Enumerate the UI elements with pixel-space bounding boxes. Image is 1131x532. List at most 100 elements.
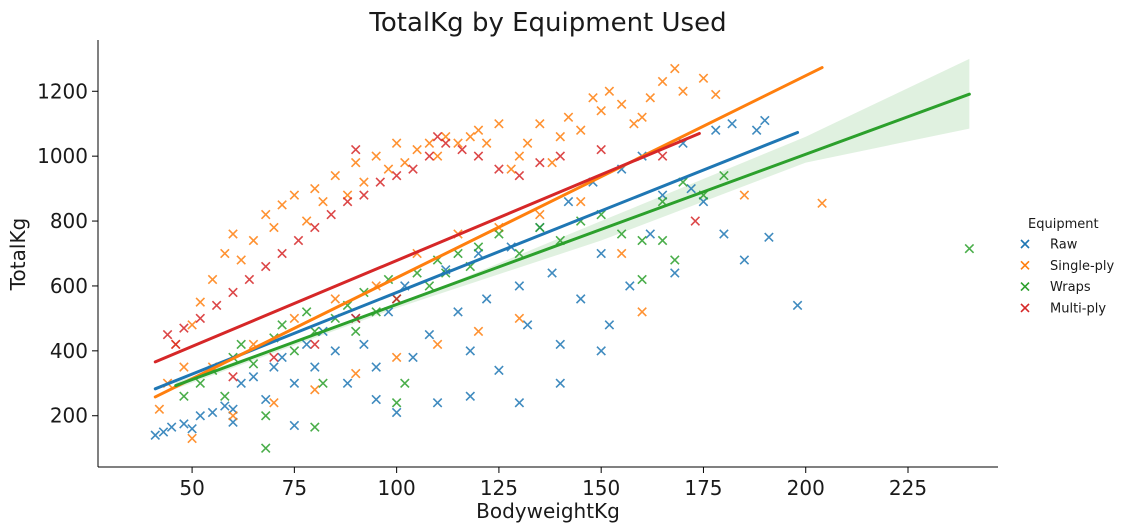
y-tick-label: 200 xyxy=(50,404,88,428)
raw-point xyxy=(555,339,566,350)
single-ply-point xyxy=(588,92,598,103)
single-ply-point xyxy=(710,89,721,100)
wraps-point xyxy=(260,443,271,453)
y-tick-label: 800 xyxy=(50,209,88,233)
legend-marker-single-ply xyxy=(1020,260,1030,270)
legend-marker-wraps xyxy=(1020,282,1030,292)
x-tick-label: 125 xyxy=(480,476,518,500)
single-ply-point xyxy=(289,190,300,200)
raw-point xyxy=(465,346,476,356)
single-ply-point xyxy=(817,198,827,208)
raw-point xyxy=(179,419,189,429)
y-axis-ticks: 200 400 600 800 1000 1200 xyxy=(37,79,98,428)
wraps-point xyxy=(289,346,300,356)
single-ply-point xyxy=(739,190,750,200)
single-ply-point xyxy=(432,339,443,350)
raw-point xyxy=(391,407,402,418)
wraps-point xyxy=(277,320,287,330)
multi-ply-point xyxy=(424,151,435,161)
multi-ply-point xyxy=(494,164,504,174)
multi-ply-point xyxy=(690,216,701,226)
multi-ply-point xyxy=(170,339,181,350)
y-tick-label: 400 xyxy=(50,339,88,363)
raw-point xyxy=(494,365,504,376)
single-ply-trend-line xyxy=(153,66,824,399)
single-ply-point xyxy=(453,138,463,148)
single-ply-point xyxy=(228,229,238,239)
single-ply-point xyxy=(383,164,394,174)
multi-ply-point xyxy=(391,294,402,304)
single-ply-point xyxy=(575,196,586,207)
wraps-point xyxy=(301,307,312,317)
multi-ply-trend-line xyxy=(153,131,701,364)
multi-ply-point xyxy=(228,287,238,298)
single-ply-point xyxy=(563,112,574,122)
multi-ply-point xyxy=(244,274,255,285)
x-tick-label: 150 xyxy=(582,476,620,500)
wraps-point xyxy=(318,378,328,389)
raw-point xyxy=(195,410,206,421)
raw-point xyxy=(158,427,169,437)
wraps-point xyxy=(391,397,402,408)
single-ply-point xyxy=(260,209,271,220)
wraps-point xyxy=(637,235,647,246)
multi-ply-point xyxy=(514,170,525,181)
single-ply-point xyxy=(412,144,422,155)
single-ply-point xyxy=(207,274,218,285)
multi-ply-point xyxy=(657,151,668,161)
raw-point xyxy=(424,329,435,340)
raw-point xyxy=(330,346,341,356)
raw-point xyxy=(764,232,774,243)
wraps-point xyxy=(616,229,627,239)
single-ply-point xyxy=(678,86,688,97)
raw-point xyxy=(670,268,680,278)
single-ply-point xyxy=(248,235,259,246)
raw-point xyxy=(236,378,246,389)
multi-ply-point xyxy=(179,323,189,333)
raw-point xyxy=(751,125,762,135)
legend-label-multi-ply: Multi-ply xyxy=(1050,301,1106,316)
multi-ply-point xyxy=(408,164,418,174)
raw-point xyxy=(563,196,574,207)
y-axis-label: TotalKg xyxy=(6,218,30,292)
wraps-point xyxy=(473,242,484,252)
raw-point xyxy=(289,378,300,389)
x-axis-ticks: 50 75 100 125 150 175 200 225 xyxy=(179,467,927,500)
y-tick-label: 600 xyxy=(50,274,88,298)
raw-point xyxy=(187,423,197,434)
wraps-points xyxy=(179,170,975,453)
multi-ply-point xyxy=(535,157,545,168)
wraps-point xyxy=(248,359,259,369)
wraps-point xyxy=(453,248,463,259)
single-ply-point xyxy=(698,73,709,84)
raw-point xyxy=(596,346,606,356)
raw-point xyxy=(555,378,566,389)
single-ply-point xyxy=(629,118,639,129)
single-ply-point xyxy=(637,112,647,122)
wraps-point xyxy=(719,170,729,181)
raw-point xyxy=(342,378,353,389)
single-ply-point xyxy=(645,92,656,103)
single-ply-point xyxy=(269,222,279,233)
multi-ply-point xyxy=(293,235,304,246)
legend-marker-raw xyxy=(1020,239,1030,249)
multi-ply-point xyxy=(359,190,369,200)
raw-point xyxy=(686,183,696,194)
single-ply-point xyxy=(391,138,402,148)
raw-trend-line xyxy=(153,130,800,391)
legend-marker-multi-ply xyxy=(1020,303,1030,313)
raw-point xyxy=(514,397,525,408)
raw-point xyxy=(408,352,418,363)
single-ply-point xyxy=(318,196,328,207)
wraps-point xyxy=(494,229,504,239)
single-ply-point xyxy=(596,105,606,116)
raw-points xyxy=(150,115,803,440)
single-ply-point xyxy=(187,433,197,444)
wraps-point xyxy=(220,391,230,402)
chart-title: TotalKg by Equipment Used xyxy=(368,8,726,38)
legend-label-single-ply: Single-ply xyxy=(1050,259,1115,274)
single-ply-point xyxy=(359,177,369,187)
raw-point xyxy=(710,125,721,135)
single-ply-point xyxy=(310,183,320,194)
raw-point xyxy=(371,362,381,372)
